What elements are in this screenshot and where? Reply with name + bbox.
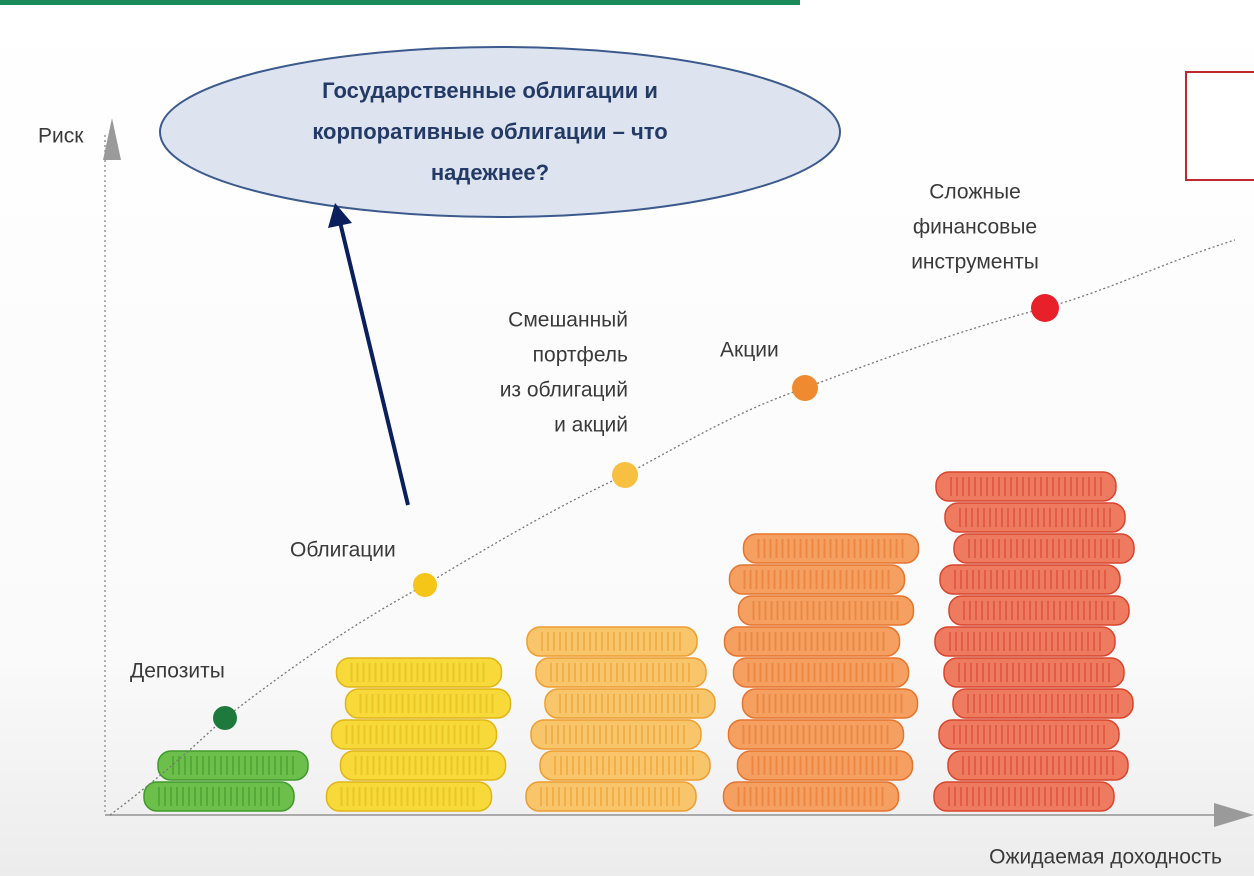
point-bonds xyxy=(413,573,437,597)
point-label: Депозиты xyxy=(130,660,225,683)
coin xyxy=(526,782,696,811)
coin xyxy=(545,689,715,718)
page: {"axes": {"y_label": "Риск", "x_label": … xyxy=(0,0,1254,876)
callout-text: корпоративные облигации – что xyxy=(312,119,667,144)
point-stocks xyxy=(792,375,818,401)
coin xyxy=(527,627,697,656)
point-label: и акций xyxy=(554,414,628,437)
top-bar xyxy=(0,0,800,5)
point-deposits xyxy=(213,706,237,730)
point-label: из облигаций xyxy=(500,379,628,402)
coin xyxy=(531,720,701,749)
point-label: финансовые xyxy=(913,216,1037,239)
point-mixed xyxy=(612,462,638,488)
point-label: портфель xyxy=(533,344,628,367)
coin xyxy=(540,751,710,780)
callout-text: надежнее? xyxy=(431,160,549,185)
note-box xyxy=(1186,72,1254,180)
point-label: Смешанный xyxy=(508,309,628,332)
y-axis-label: Риск xyxy=(38,125,84,148)
callout-text: Государственные облигации и xyxy=(322,78,658,103)
infographic: Риск Ожидаемая доходность Государственны… xyxy=(0,0,1254,876)
point-label: Акции xyxy=(720,339,779,362)
point-label: Облигации xyxy=(290,539,396,562)
coin xyxy=(536,658,706,687)
point-label: Сложные xyxy=(929,181,1021,204)
x-axis-label: Ожидаемая доходность xyxy=(989,846,1222,869)
point-label: инструменты xyxy=(911,251,1039,274)
point-complex xyxy=(1031,294,1059,322)
